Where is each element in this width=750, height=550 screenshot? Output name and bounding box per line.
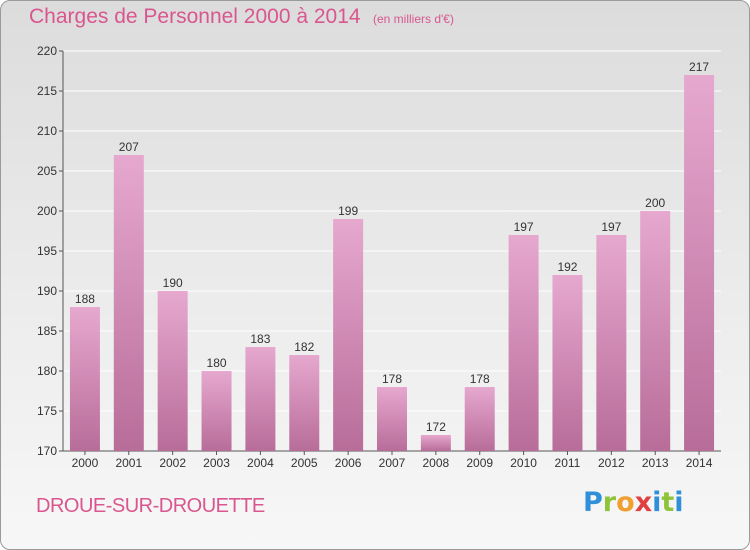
x-tick-label: 2010 (510, 456, 537, 470)
bar (464, 387, 495, 451)
bar (289, 355, 320, 451)
data-label: 188 (75, 292, 95, 306)
x-tick-label: 2012 (598, 456, 625, 470)
bars (69, 75, 715, 451)
bar (333, 219, 364, 451)
x-tick-label: 2014 (686, 456, 713, 470)
y-tick-label: 200 (37, 204, 57, 218)
chart-title: Charges de Personnel 2000 à 2014 (29, 5, 361, 28)
data-label: 207 (119, 140, 139, 154)
bar (420, 435, 451, 451)
data-label: 190 (163, 276, 183, 290)
y-tick-label: 205 (37, 164, 57, 178)
x-tick-label: 2005 (291, 456, 318, 470)
data-labels: 188 207 190 180 183 182 199 178 172 178 197 192 197 2… (75, 60, 709, 434)
y-tick-label: 215 (37, 84, 57, 98)
y-tick-label: 180 (37, 364, 57, 378)
bar (508, 235, 539, 451)
y-tick-label: 195 (37, 244, 57, 258)
x-tick-label: 2001 (115, 456, 142, 470)
data-label: 183 (250, 332, 270, 346)
y-tick-label: 185 (37, 324, 57, 338)
data-label: 197 (514, 220, 534, 234)
proxiti-logo[interactable]: Proxiti (583, 487, 684, 518)
x-tick-label: 2009 (466, 456, 493, 470)
y-tick-label: 210 (37, 124, 57, 138)
data-label: 200 (645, 196, 665, 210)
data-label: 178 (470, 372, 490, 386)
data-label: 197 (601, 220, 621, 234)
data-label: 217 (689, 60, 709, 74)
x-tick-label: 2000 (72, 456, 99, 470)
data-label: 192 (557, 260, 577, 274)
data-label: 178 (382, 372, 402, 386)
data-label: 180 (207, 356, 227, 370)
bar (69, 307, 100, 451)
x-tick-label: 2002 (159, 456, 186, 470)
bar (201, 371, 232, 451)
x-tick-label: 2006 (335, 456, 362, 470)
data-label: 172 (426, 420, 446, 434)
bar (157, 291, 188, 451)
y-tick-label: 175 (37, 404, 57, 418)
y-tick-label: 190 (37, 284, 57, 298)
data-label: 199 (338, 204, 358, 218)
x-tick-label: 2008 (423, 456, 450, 470)
x-tick-label: 2003 (203, 456, 230, 470)
bar (684, 75, 715, 451)
bar (552, 275, 583, 451)
chart-subtitle: (en milliers d'€) (373, 12, 454, 26)
x-tick-label: 2013 (642, 456, 669, 470)
commune-name: DROUE-SUR-DROUETTE (36, 495, 265, 517)
x-tick-label: 2007 (379, 456, 406, 470)
x-tick-label: 2011 (555, 456, 581, 470)
bar (113, 155, 144, 451)
bar (640, 211, 671, 451)
data-label: 182 (294, 340, 314, 354)
y-tick-label: 220 (37, 44, 57, 58)
y-tick-label: 170 (37, 444, 57, 458)
x-tick-label: 2004 (247, 456, 274, 470)
bar (596, 235, 627, 451)
bar (245, 347, 276, 451)
bar (377, 387, 407, 451)
